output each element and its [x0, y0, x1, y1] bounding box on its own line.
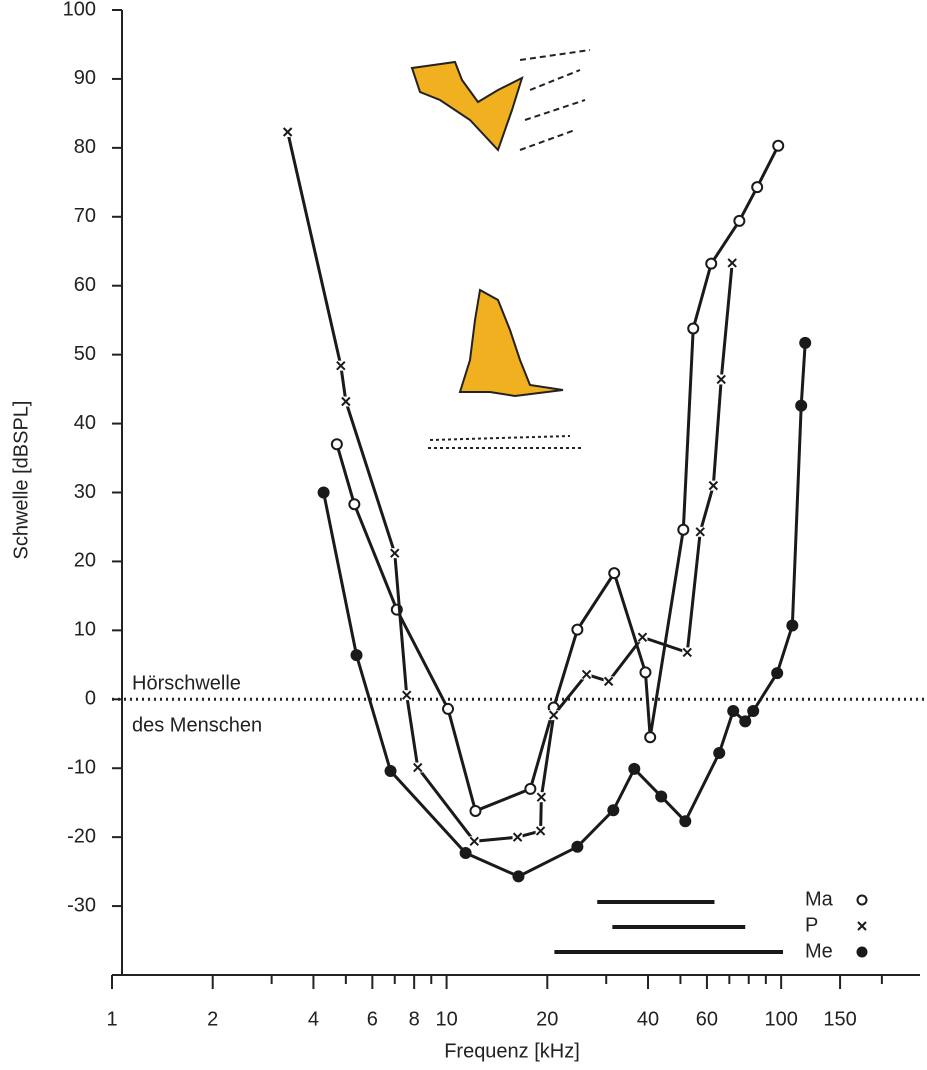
point — [640, 667, 650, 677]
x-tick-label: 40 — [637, 1008, 659, 1030]
y-tick-label: -30 — [67, 894, 96, 916]
x-axis-label: Frequenz [kHz] — [444, 1040, 580, 1062]
point — [706, 259, 716, 269]
point — [734, 216, 744, 226]
point — [688, 323, 698, 333]
point — [656, 791, 666, 801]
legend-label: Me — [805, 940, 833, 962]
legend-marker — [858, 922, 866, 930]
point — [402, 690, 412, 700]
y-tick-label: 30 — [74, 481, 96, 503]
point — [609, 568, 619, 578]
x-tick-label: 10 — [435, 1008, 457, 1030]
point — [645, 732, 655, 742]
point — [714, 748, 724, 758]
y-tick-label: 100 — [63, 0, 96, 20]
y-axis-label: Schwelle [dBSPL] — [10, 401, 32, 560]
y-tick-label: -20 — [67, 825, 96, 847]
point — [752, 182, 762, 192]
point — [740, 716, 750, 726]
point — [536, 792, 546, 802]
legend-marker — [858, 948, 867, 957]
point — [727, 258, 737, 268]
point — [341, 397, 351, 407]
point — [678, 525, 688, 535]
x-tick-label: 4 — [308, 1008, 319, 1030]
point — [708, 481, 718, 491]
point — [386, 766, 396, 776]
point — [682, 647, 692, 657]
x-tick-label: 20 — [536, 1008, 558, 1030]
point — [469, 836, 479, 846]
point — [787, 621, 797, 631]
point — [695, 527, 705, 537]
x-tick-label: 150 — [823, 1008, 856, 1030]
point — [390, 548, 400, 558]
illustration — [412, 50, 590, 448]
chart: Hörschwelle des Menschen Frequenz [kHz] … — [0, 0, 927, 1070]
series-line — [288, 132, 733, 841]
x-tick-label: 8 — [409, 1008, 420, 1030]
point — [349, 499, 359, 509]
y-tick-label: 50 — [74, 343, 96, 365]
point — [283, 127, 293, 137]
y-tick-label: 70 — [74, 205, 96, 227]
point — [352, 650, 362, 660]
point — [800, 338, 810, 348]
legend-circle — [858, 896, 867, 905]
x-tick-label: 100 — [764, 1008, 797, 1030]
point — [728, 706, 738, 716]
point — [525, 784, 535, 794]
point — [336, 361, 346, 371]
y-tick-label: 10 — [74, 619, 96, 641]
point — [443, 704, 453, 714]
annotation: Hörschwelle — [132, 672, 241, 694]
point — [461, 848, 471, 858]
point — [608, 805, 618, 815]
point — [680, 816, 690, 826]
point — [572, 625, 582, 635]
point — [513, 871, 523, 881]
point — [513, 832, 523, 842]
annotation: des Menschen — [132, 714, 262, 736]
y-tick-label: 60 — [74, 274, 96, 296]
point — [413, 763, 423, 773]
legend-marker — [858, 896, 867, 905]
point — [629, 764, 639, 774]
y-tick-label: 40 — [74, 412, 96, 434]
point — [796, 401, 806, 411]
y-tick-label: 20 — [74, 550, 96, 572]
point — [549, 710, 559, 720]
x-tick-label: 6 — [367, 1008, 378, 1030]
x-tick-label: 2 — [207, 1008, 218, 1030]
point — [748, 706, 758, 716]
point — [637, 632, 647, 642]
legend-cross — [858, 922, 866, 930]
y-tick-label: 90 — [74, 67, 96, 89]
point — [536, 826, 546, 836]
legend-circle — [858, 948, 867, 957]
y-tick-label: 0 — [85, 688, 96, 710]
point — [319, 488, 329, 498]
point — [582, 669, 592, 679]
legend-label: Ma — [805, 888, 834, 910]
point — [773, 141, 783, 151]
point — [716, 374, 726, 384]
point — [332, 439, 342, 449]
legend-label: P — [805, 914, 818, 936]
x-tick-label: 60 — [696, 1008, 718, 1030]
point — [604, 676, 614, 686]
point — [572, 842, 582, 852]
point — [470, 806, 480, 816]
y-tick-label: -10 — [67, 756, 96, 778]
y-tick-label: 80 — [74, 136, 96, 158]
x-tick-label: 1 — [106, 1008, 117, 1030]
point — [772, 668, 782, 678]
